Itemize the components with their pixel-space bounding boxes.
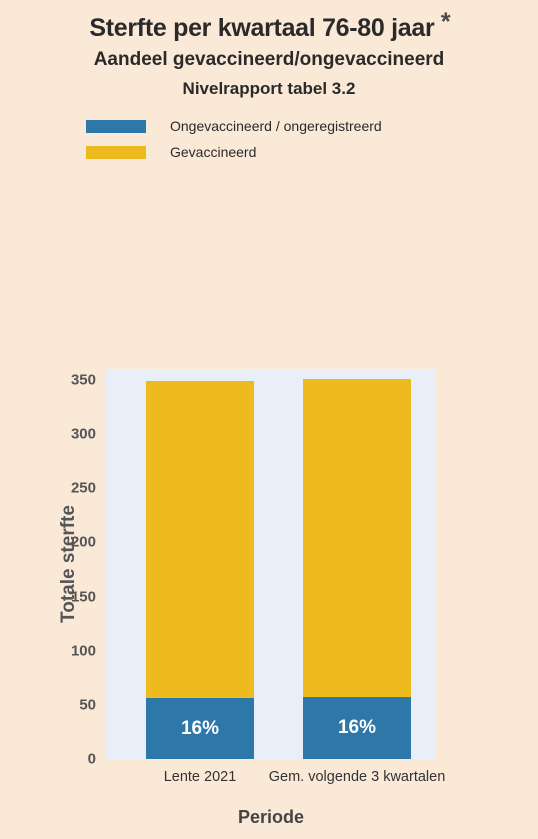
chart-subtitle-2: Nivelrapport tabel 3.2 xyxy=(0,79,538,99)
bar-pct-label: 16% xyxy=(146,718,254,740)
y-tick: 300 xyxy=(60,426,106,443)
bar-segment xyxy=(146,381,254,698)
bar-pct-label: 16% xyxy=(303,717,411,739)
y-tick: 50 xyxy=(60,696,106,713)
legend-label: Gevaccineerd xyxy=(170,144,256,160)
legend-swatch xyxy=(86,120,146,133)
chart-subtitle-1: Aandeel gevaccineerd/ongevaccineerd xyxy=(0,49,538,71)
x-axis-label: Periode xyxy=(106,807,436,828)
title-block: Sterfte per kwartaal 76-80 jaar * Aandee… xyxy=(0,0,538,99)
y-tick: 150 xyxy=(60,588,106,605)
y-tick: 0 xyxy=(60,751,106,768)
y-tick: 100 xyxy=(60,642,106,659)
bar-group: 16% xyxy=(303,369,411,759)
bar-segment xyxy=(303,379,411,698)
chart-title-text: Sterfte per kwartaal 76-80 jaar xyxy=(89,14,434,42)
legend-item: Ongevaccineerd / ongeregistreerd xyxy=(86,113,538,139)
y-axis-label: Totale sterfte xyxy=(58,505,80,623)
chart-title: Sterfte per kwartaal 76-80 jaar * xyxy=(0,14,538,43)
bar-group: 16% xyxy=(146,369,254,759)
legend: Ongevaccineerd / ongeregistreerd Gevaccin… xyxy=(86,113,538,165)
plot-area: 05010015020025030035016%Lente 202116%Gem… xyxy=(106,369,436,759)
legend-item: Gevaccineerd xyxy=(86,139,538,165)
x-tick: Lente 2021 xyxy=(164,759,237,785)
y-tick: 250 xyxy=(60,480,106,497)
y-tick: 350 xyxy=(60,371,106,388)
y-tick: 200 xyxy=(60,534,106,551)
chart-area: Totale sterfte 05010015020025030035016%L… xyxy=(0,175,538,839)
asterisk: * xyxy=(441,8,451,36)
x-tick: Gem. volgende 3 kwartalen xyxy=(269,759,446,785)
legend-label: Ongevaccineerd / ongeregistreerd xyxy=(170,118,382,134)
legend-swatch xyxy=(86,146,146,159)
